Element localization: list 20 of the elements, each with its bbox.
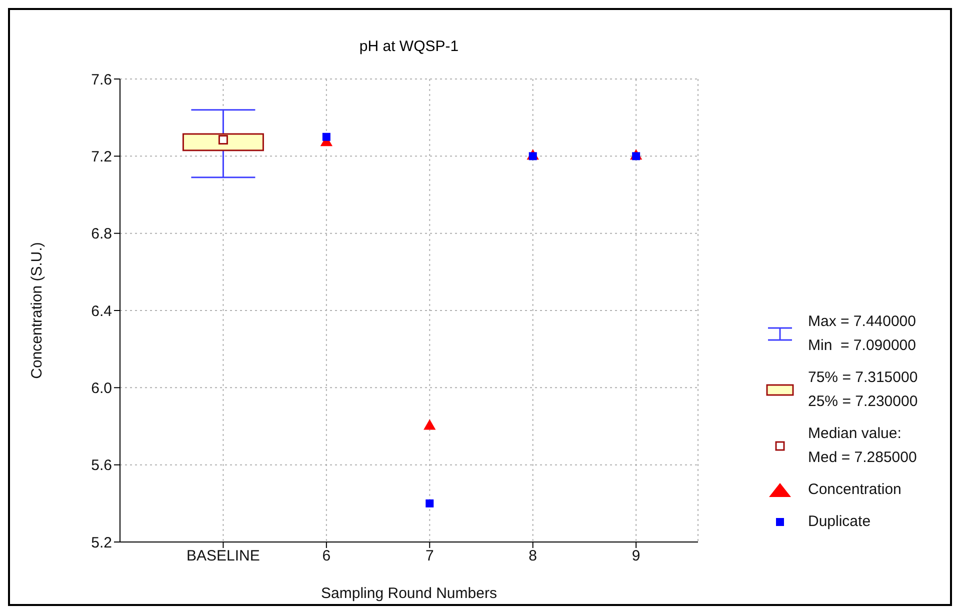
x-tick-label: 7 — [425, 548, 434, 565]
text: Median value: Med = 7.285000 — [808, 424, 917, 468]
x-axis-title: Sampling Round Numbers — [321, 585, 497, 602]
chart-title: pH at WQSP-1 — [358, 38, 460, 55]
y-axis-title: Concentration (S.U.) — [28, 242, 46, 379]
text: 75% = 7.315000 25% = 7.230000 — [808, 368, 918, 412]
y-tick-label: 7.6 — [91, 71, 112, 88]
x-tick-label: 8 — [528, 548, 538, 565]
x-tick-label: 6 — [322, 548, 331, 565]
y-tick-label: 6.0 — [91, 380, 112, 397]
y-tick-label: 5.2 — [91, 534, 112, 552]
x-tick-label: BASELINE — [186, 548, 260, 565]
y-tick-label: 6.8 — [91, 226, 112, 243]
text: Max = 7.440000 Min = 7.090000 — [808, 312, 916, 356]
y-tick-label: 6.4 — [91, 302, 112, 320]
y-tick-label: 7.2 — [91, 148, 112, 166]
y-tick-label: 5.6 — [91, 457, 112, 474]
legend-label: Concentration — [808, 480, 902, 500]
x-tick-label: 9 — [632, 548, 640, 565]
legend-label: Duplicate — [808, 512, 871, 532]
